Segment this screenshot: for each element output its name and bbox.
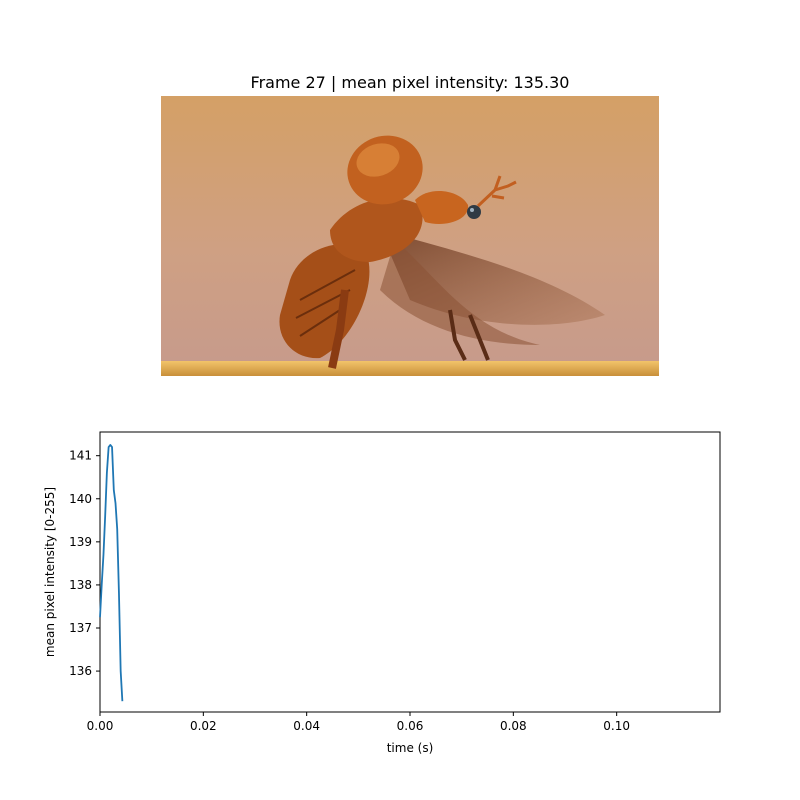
plot-area — [99, 431, 721, 713]
intensity-series-line — [99, 444, 124, 702]
x-tick-label: 0.08 — [500, 719, 527, 733]
frame-title: Frame 27 | mean pixel intensity: 135.30 — [251, 73, 570, 92]
y-tick-label: 139 — [69, 535, 92, 549]
x-axis-ticks: 0.00 0.02 0.04 0.06 0.08 0.10 — [87, 712, 630, 733]
x-tick-label: 0.04 — [293, 719, 320, 733]
series-layer — [99, 444, 124, 702]
y-tick-label: 140 — [69, 492, 92, 506]
x-tick-label: 0.02 — [190, 719, 217, 733]
y-axis-label: mean pixel intensity [0-255] — [43, 487, 57, 657]
y-tick-label: 136 — [69, 664, 92, 678]
x-tick-label: 0.10 — [603, 719, 630, 733]
y-axis-ticks: 136 137 138 139 140 141 — [69, 449, 100, 678]
y-tick-label: 137 — [69, 621, 92, 635]
y-tick-label: 138 — [69, 578, 92, 592]
x-tick-label: 0.00 — [87, 719, 114, 733]
x-axis-label: time (s) — [387, 741, 434, 755]
y-tick-label: 141 — [69, 449, 92, 463]
x-tick-label: 0.06 — [397, 719, 424, 733]
beetle-photo — [161, 96, 659, 376]
